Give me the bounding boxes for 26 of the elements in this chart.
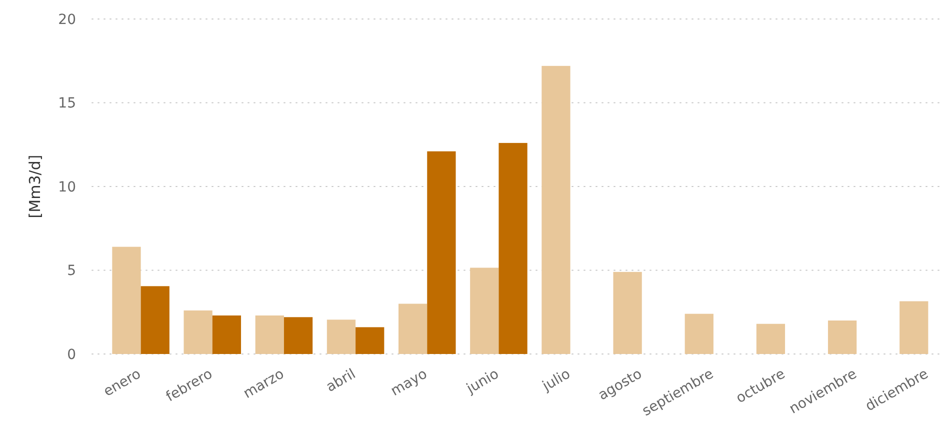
bar <box>684 314 714 354</box>
bar <box>498 142 528 354</box>
bar <box>184 310 212 354</box>
y-tick-label: 5 <box>67 263 76 280</box>
bar <box>398 304 428 354</box>
bar <box>356 327 384 354</box>
bar <box>756 324 786 354</box>
bar <box>613 272 642 354</box>
bar <box>112 246 141 354</box>
y-tick-label: 10 <box>58 179 76 196</box>
bar <box>326 320 356 354</box>
bar <box>828 320 857 354</box>
bar <box>284 317 313 354</box>
bar <box>255 315 284 354</box>
x-tick-label: abril <box>324 366 358 396</box>
bar <box>212 315 242 354</box>
bar <box>470 268 499 354</box>
bar <box>900 301 928 354</box>
y-tick-label: 0 <box>67 346 76 363</box>
y-tick-label: 20 <box>58 12 76 28</box>
bar <box>140 286 170 354</box>
y-tick-label: 15 <box>58 96 76 112</box>
bar <box>427 151 456 354</box>
y-axis-title: [Mm3/d] <box>26 154 44 218</box>
bar <box>542 66 570 354</box>
x-tick-label: julio <box>539 366 574 396</box>
